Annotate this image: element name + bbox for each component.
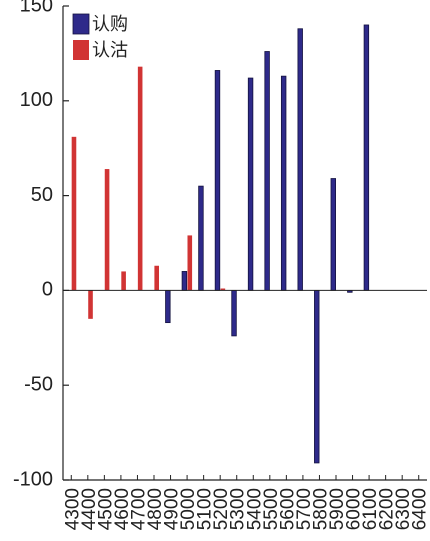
bar-call-6100 <box>363 24 370 291</box>
bar-put-4700 <box>137 66 143 291</box>
y-tick-label: 50 <box>31 184 53 206</box>
y-axis: 150 100 50 0 -50 -100 <box>13 0 69 490</box>
legend-swatch-call <box>72 13 90 35</box>
x-tick-label: 5700 <box>294 488 315 530</box>
x-tick-label: 5000 <box>178 488 199 530</box>
x-tick-label: 5300 <box>228 488 249 530</box>
x-tick-label: 5800 <box>310 488 331 530</box>
y-tick-label: 150 <box>20 0 53 16</box>
x-tick-label: 6200 <box>377 488 398 530</box>
x-tick-label: 5900 <box>327 488 348 530</box>
y-tick-label: 100 <box>20 89 53 111</box>
bars <box>71 24 370 464</box>
x-tick-label: 4300 <box>62 488 83 530</box>
bar-call-5500 <box>264 51 270 291</box>
bar-put-4400 <box>88 290 93 319</box>
x-tick-label: 4600 <box>112 488 133 530</box>
bar-call-5200 <box>214 70 221 291</box>
bar-call-5600 <box>280 75 287 291</box>
legend-label-call: 认购 <box>92 14 128 35</box>
x-axis: 4300440045004600470048004900500051005200… <box>62 475 430 530</box>
bar-call-5400 <box>247 77 254 291</box>
bar-call-5800 <box>314 289 320 464</box>
x-tick-label: 5600 <box>277 488 298 530</box>
x-tick-label: 6300 <box>393 488 414 530</box>
bar-call-4900 <box>165 289 171 324</box>
x-tick-label: 5500 <box>261 488 282 530</box>
y-tick-label: 0 <box>42 279 53 301</box>
y-tick-label: -50 <box>24 373 53 395</box>
x-tick-label: 5400 <box>244 488 265 530</box>
bar-put-4800 <box>154 265 159 291</box>
bar-put-5200 <box>220 288 226 291</box>
x-tick-label: 6400 <box>410 488 430 530</box>
bar-put-4300 <box>71 136 77 291</box>
bar-put-5000 <box>187 235 193 291</box>
bar-put-4600 <box>121 271 126 291</box>
x-tick-label: 4400 <box>79 488 100 530</box>
legend-swatch-put <box>73 40 89 60</box>
bar-call-5700 <box>297 28 303 291</box>
x-tick-label: 5200 <box>211 488 232 530</box>
bar-call-5900 <box>330 178 336 291</box>
bar-call-5300 <box>231 289 237 337</box>
x-tick-label: 4900 <box>162 488 183 530</box>
x-tick-label: 5100 <box>195 488 216 530</box>
x-tick-label: 4800 <box>145 488 166 530</box>
bar-call-5000 <box>181 271 188 291</box>
x-tick-label: 4700 <box>128 488 149 530</box>
y-tick-label: -100 <box>13 468 53 490</box>
x-tick-label: 6000 <box>344 488 365 530</box>
x-tick-label: 4500 <box>95 488 116 530</box>
bar-put-4500 <box>104 169 110 291</box>
legend-label-put: 认沽 <box>92 40 128 61</box>
bar-call-5100 <box>198 185 204 291</box>
x-tick-label: 6100 <box>360 488 381 530</box>
